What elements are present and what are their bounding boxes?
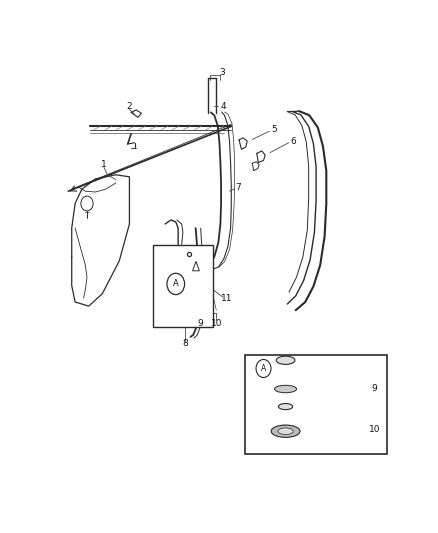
Text: 8: 8 (183, 340, 188, 349)
Ellipse shape (276, 356, 295, 365)
Circle shape (167, 273, 184, 295)
Ellipse shape (275, 385, 297, 393)
FancyBboxPatch shape (153, 245, 212, 327)
Ellipse shape (279, 403, 293, 410)
Text: A: A (261, 364, 266, 373)
Text: 2: 2 (126, 102, 131, 111)
FancyBboxPatch shape (245, 356, 387, 454)
Text: 10: 10 (211, 319, 222, 328)
Circle shape (81, 196, 93, 211)
Ellipse shape (271, 425, 300, 438)
Circle shape (256, 359, 271, 377)
Text: 1: 1 (101, 160, 107, 169)
Text: 11: 11 (222, 294, 233, 303)
Text: 6: 6 (290, 138, 296, 147)
Text: 4: 4 (220, 102, 226, 111)
Text: 5: 5 (271, 125, 276, 134)
Text: 7: 7 (235, 183, 241, 191)
Text: 10: 10 (369, 425, 380, 434)
Ellipse shape (278, 428, 293, 434)
Text: 3: 3 (219, 68, 225, 77)
Polygon shape (193, 261, 199, 271)
Text: 9: 9 (371, 384, 377, 393)
Text: A: A (173, 279, 179, 288)
Text: 9: 9 (197, 319, 203, 328)
